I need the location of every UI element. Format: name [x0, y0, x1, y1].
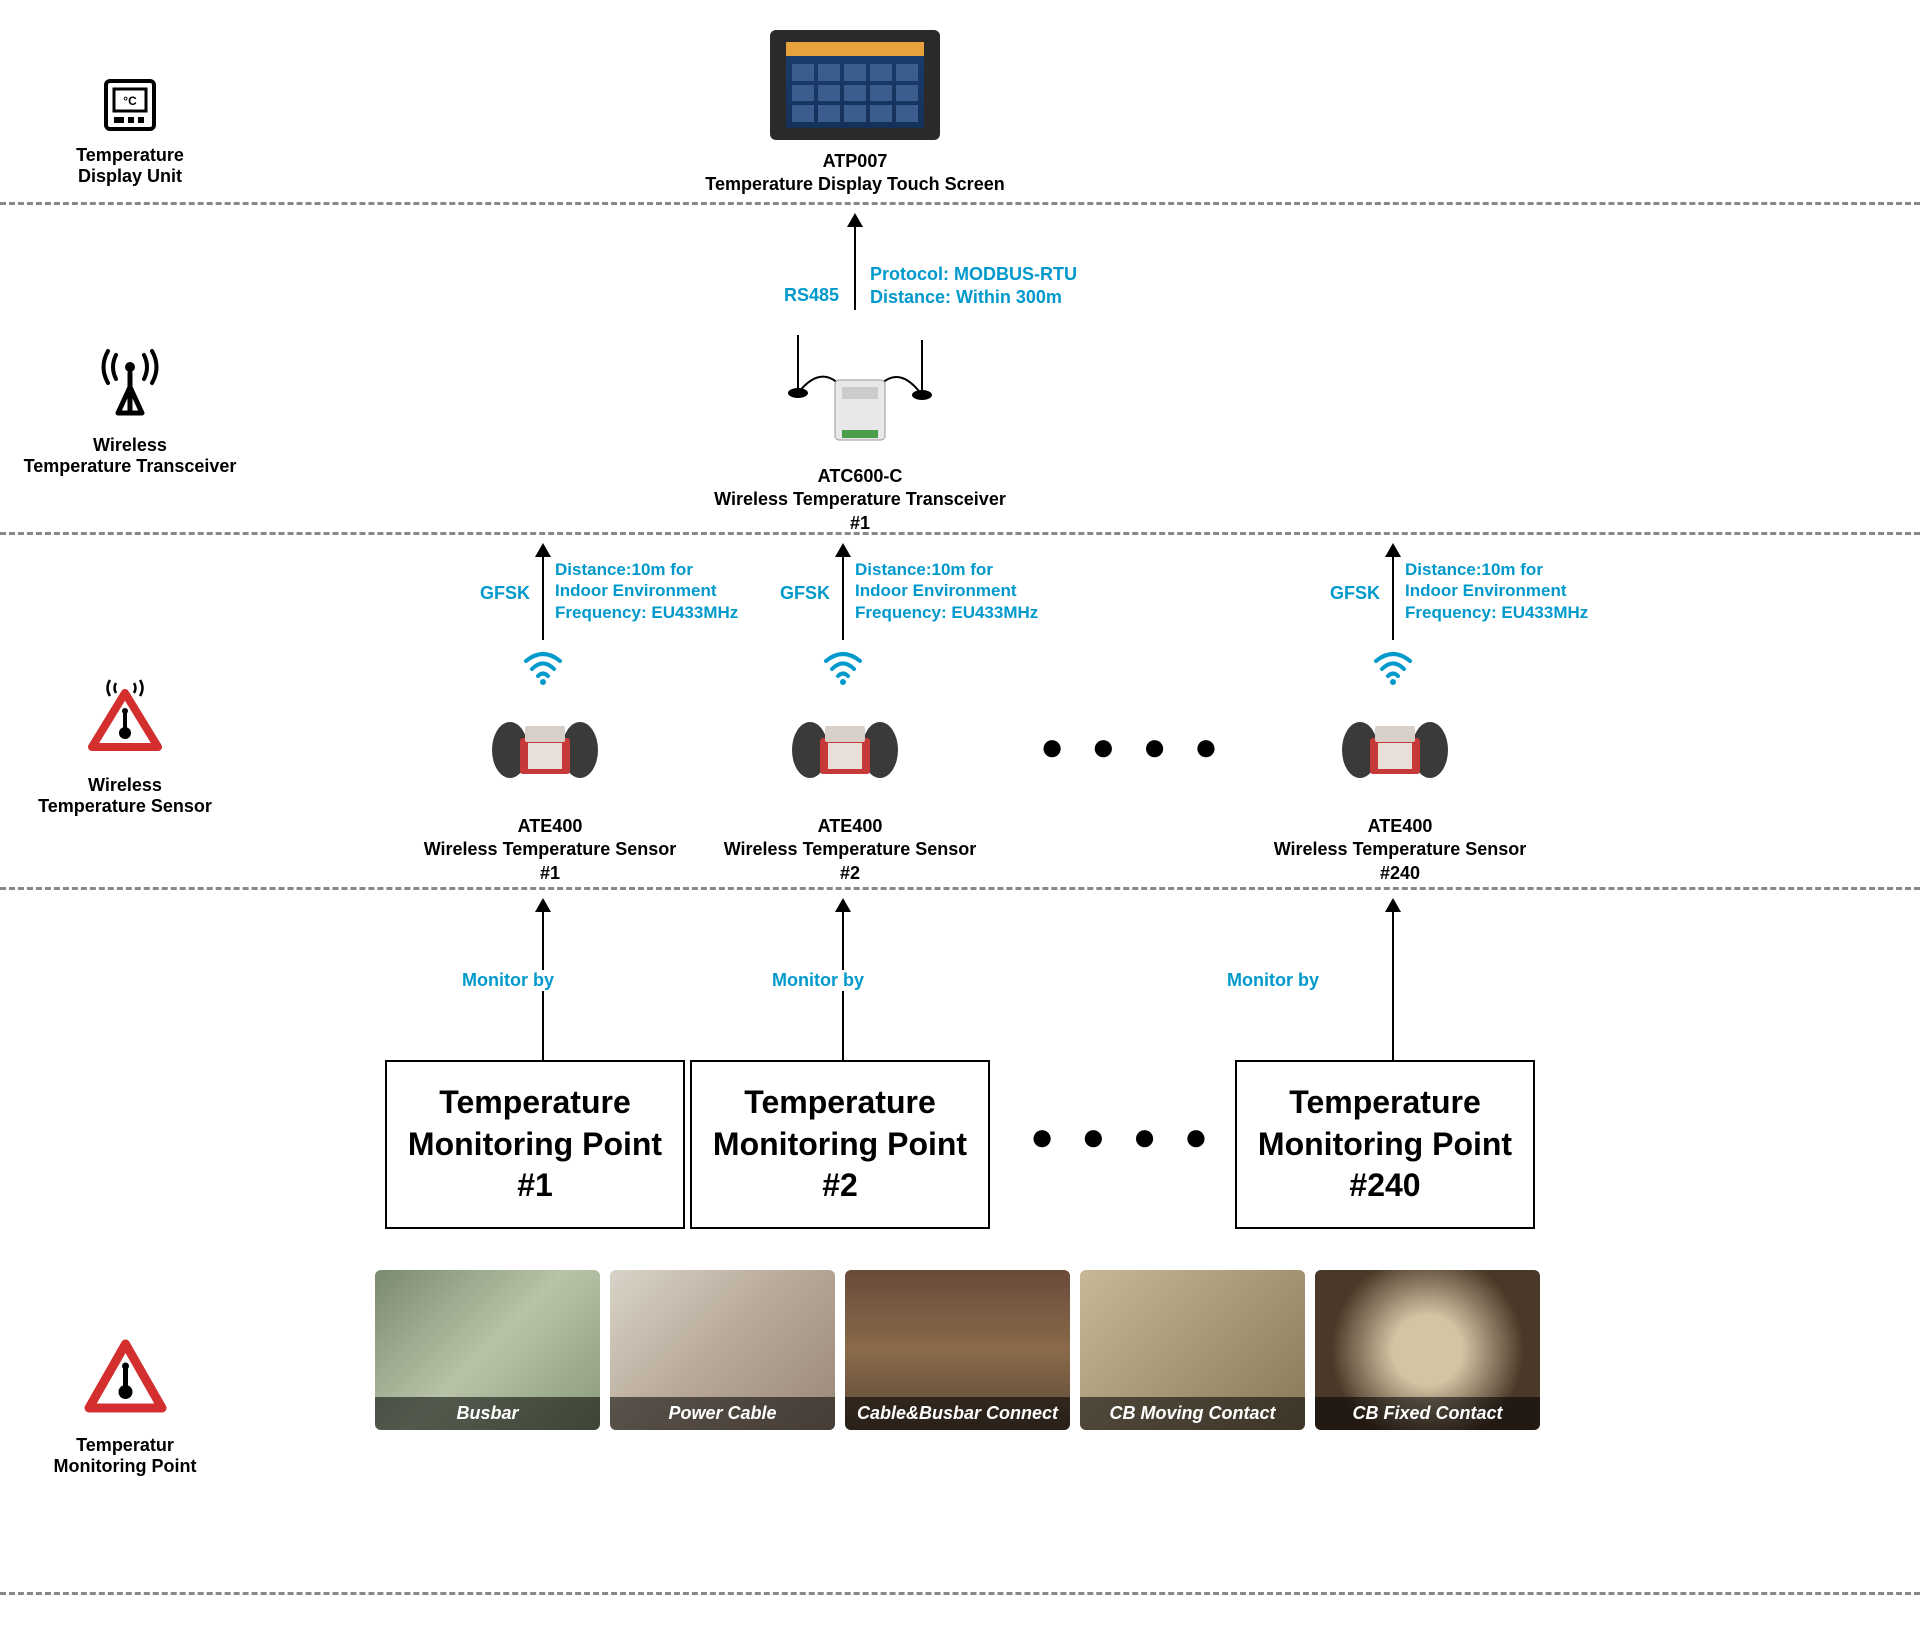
s1-title: ATE400: [410, 815, 690, 838]
mon-box-3: Temperature Monitoring Point #240: [1235, 1060, 1535, 1229]
gfsk2-l3: Frequency: EU433MHz: [855, 602, 1055, 623]
mon-box-2: Temperature Monitoring Point #2: [690, 1060, 990, 1229]
mp2-l1: Temperature: [712, 1082, 968, 1124]
s1-sub: Wireless Temperature Sensor: [410, 838, 690, 861]
transceiver-caption: ATC600-C Wireless Temperature Transceive…: [690, 465, 1030, 535]
row-label-transceiver: Wireless Temperature Transceiver: [15, 345, 245, 477]
touch-screen-device: [770, 30, 940, 140]
row-label-point: Temperatur Monitoring Point: [35, 1330, 215, 1477]
row-display: °C Temperature Display Unit ATP007 Tempe…: [0, 0, 1920, 205]
s3-title: ATE400: [1260, 815, 1540, 838]
thumb-label-3: CB Moving Contact: [1080, 1397, 1305, 1430]
thumb-0: Busbar: [375, 1270, 600, 1430]
s2-title: ATE400: [710, 815, 990, 838]
gfsk-info-3: Distance:10m for Indoor Environment Freq…: [1405, 559, 1605, 623]
mp1-l2: Monitoring Point: [407, 1124, 663, 1166]
s2-num: #2: [710, 862, 990, 885]
gfsk2-l1: Distance:10m for: [855, 559, 1055, 580]
gfsk1-l2: Indoor Environment: [555, 580, 755, 601]
row-sensor: Wireless Temperature Sensor GFSK Distanc…: [0, 535, 1920, 890]
sensor1-caption: ATE400 Wireless Temperature Sensor #1: [410, 815, 690, 885]
thumb-3: CB Moving Contact: [1080, 1270, 1305, 1430]
mon-dots: ● ● ● ●: [1030, 1115, 1216, 1160]
row-label-display: °C Temperature Display Unit: [40, 75, 220, 187]
gfsk2-l2: Indoor Environment: [855, 580, 1055, 601]
arrow-transceiver-to-display: [854, 215, 856, 310]
display-caption: ATP007 Temperature Display Touch Screen: [700, 150, 1010, 197]
arrow-mp3: [1392, 900, 1394, 1060]
thumb-label-2: Cable&Busbar Connect: [845, 1397, 1070, 1430]
mp1-l3: #1: [407, 1165, 663, 1207]
point-warning-icon: [78, 1330, 173, 1425]
sensor3-caption: ATE400 Wireless Temperature Sensor #240: [1260, 815, 1540, 885]
mp1-l1: Temperature: [407, 1082, 663, 1124]
row-transceiver: Wireless Temperature Transceiver RS485 P…: [0, 205, 1920, 535]
gfsk1-l1: Distance:10m for: [555, 559, 755, 580]
sensor-device-1: [490, 710, 600, 790]
display-title: ATP007: [700, 150, 1010, 173]
s3-num: #240: [1260, 862, 1540, 885]
gfsk3-l1: Distance:10m for: [1405, 559, 1605, 580]
mp3-l2: Monitoring Point: [1257, 1124, 1513, 1166]
rs485-info: Protocol: MODBUS-RTU Distance: Within 30…: [870, 263, 1077, 310]
row-label-text: Temperature Display Unit: [40, 145, 220, 187]
wifi-icon-3: [1372, 645, 1414, 687]
display-unit-icon: °C: [100, 75, 160, 135]
sensor-device-2: [790, 710, 900, 790]
transceiver-num: #1: [690, 512, 1030, 535]
transceiver-device: [780, 315, 940, 455]
sensor-warning-icon: [80, 675, 170, 765]
thumb-label-1: Power Cable: [610, 1397, 835, 1430]
thumb-4: CB Fixed Contact: [1315, 1270, 1540, 1430]
sensor-dots: ● ● ● ●: [1040, 725, 1226, 770]
monby-2: Monitor by: [770, 970, 866, 991]
antenna-icon: [90, 345, 170, 425]
row-label-text: Wireless Temperature Transceiver: [15, 435, 245, 477]
thumb-label-0: Busbar: [375, 1397, 600, 1430]
wifi-icon-2: [822, 645, 864, 687]
row-label-sensor: Wireless Temperature Sensor: [25, 675, 225, 817]
thumb-gallery: Busbar Power Cable Cable&Busbar Connect CB …: [375, 1270, 1540, 1430]
thumb-1: Power Cable: [610, 1270, 835, 1430]
arrow-sensor1: [542, 545, 544, 640]
row-point: Temperatur Monitoring Point Monitor by M…: [0, 890, 1920, 1595]
transceiver-title: ATC600-C: [690, 465, 1030, 488]
s1-num: #1: [410, 862, 690, 885]
transceiver-subtitle: Wireless Temperature Transceiver: [690, 488, 1030, 511]
arrow-sensor3: [1392, 545, 1394, 640]
s2-sub: Wireless Temperature Sensor: [710, 838, 990, 861]
svg-text:°C: °C: [123, 94, 137, 108]
gfsk3-l2: Indoor Environment: [1405, 580, 1605, 601]
gfsk-info-2: Distance:10m for Indoor Environment Freq…: [855, 559, 1055, 623]
thumb-2: Cable&Busbar Connect: [845, 1270, 1070, 1430]
gfsk-info-1: Distance:10m for Indoor Environment Freq…: [555, 559, 755, 623]
mp3-l3: #240: [1257, 1165, 1513, 1207]
sensor-device-3: [1340, 710, 1450, 790]
wifi-icon-1: [522, 645, 564, 687]
gfsk-label-2: GFSK: [780, 583, 830, 604]
rs485-label: RS485: [784, 285, 839, 306]
display-subtitle: Temperature Display Touch Screen: [700, 173, 1010, 196]
row-label-text: Wireless Temperature Sensor: [25, 775, 225, 817]
monby-3: Monitor by: [1225, 970, 1321, 991]
gfsk3-l3: Frequency: EU433MHz: [1405, 602, 1605, 623]
rs485-line2: Distance: Within 300m: [870, 286, 1077, 309]
sensor2-caption: ATE400 Wireless Temperature Sensor #2: [710, 815, 990, 885]
row-label-text: Temperatur Monitoring Point: [35, 1435, 215, 1477]
thumb-label-4: CB Fixed Contact: [1315, 1397, 1540, 1430]
gfsk-label-1: GFSK: [480, 583, 530, 604]
arrow-sensor2: [842, 545, 844, 640]
rs485-line1: Protocol: MODBUS-RTU: [870, 263, 1077, 286]
mp2-l2: Monitoring Point: [712, 1124, 968, 1166]
monby-1: Monitor by: [460, 970, 556, 991]
gfsk-label-3: GFSK: [1330, 583, 1380, 604]
gfsk1-l3: Frequency: EU433MHz: [555, 602, 755, 623]
mon-box-1: Temperature Monitoring Point #1: [385, 1060, 685, 1229]
s3-sub: Wireless Temperature Sensor: [1260, 838, 1540, 861]
mp3-l1: Temperature: [1257, 1082, 1513, 1124]
mp2-l3: #2: [712, 1165, 968, 1207]
